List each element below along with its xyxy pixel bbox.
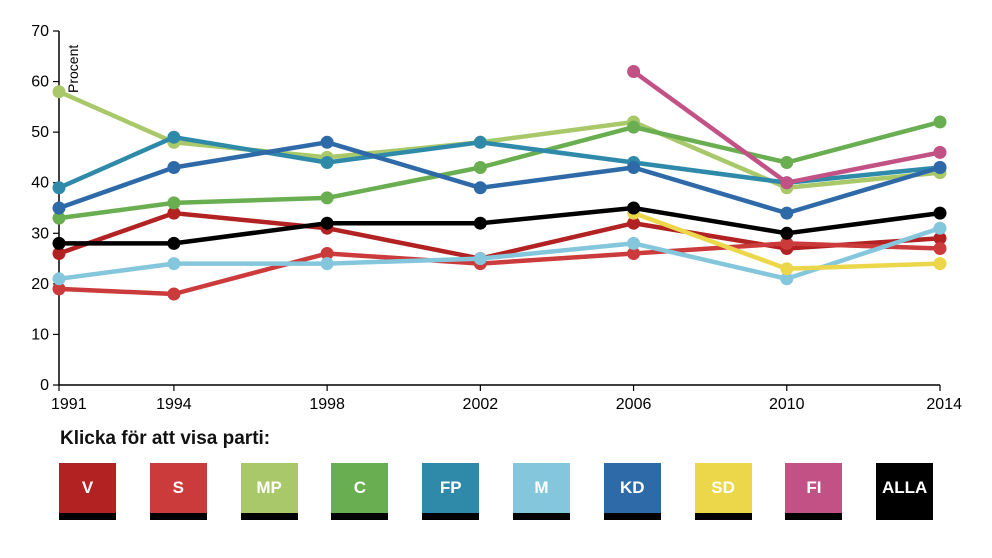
data-point-fp: [320, 156, 334, 169]
party-button-c[interactable]: C: [331, 463, 389, 520]
data-point-m: [52, 272, 66, 286]
data-point-m: [780, 272, 794, 286]
party-button-m[interactable]: M: [513, 463, 570, 520]
data-point-m: [627, 236, 641, 250]
data-point-fp: [52, 181, 66, 195]
data-point-c: [52, 211, 66, 225]
x-tick-label: 1991: [51, 396, 87, 413]
data-point-fi: [933, 145, 947, 159]
data-point-v: [933, 231, 947, 245]
data-point-kd: [473, 181, 487, 195]
y-tick-label: 70: [31, 23, 49, 40]
y-tick-label: 0: [40, 377, 49, 394]
party-button-label: S: [172, 478, 184, 497]
party-button-label: FP: [439, 478, 462, 497]
party-button-alla[interactable]: ALLA: [876, 463, 934, 520]
party-button-v[interactable]: V: [59, 463, 116, 520]
party-button-label: SD: [711, 478, 735, 497]
x-tick-label: 1994: [156, 396, 192, 413]
party-button-mp[interactable]: MP: [240, 463, 298, 520]
data-point-kd: [933, 161, 947, 174]
data-point-v: [167, 206, 181, 220]
party-button-label: FI: [806, 478, 822, 497]
legend-prompt: Klicka för att visa parti:: [60, 428, 271, 449]
data-point-v: [52, 247, 66, 260]
data-point-s: [167, 287, 181, 301]
data-point-alla: [320, 216, 334, 230]
data-point-s: [627, 247, 641, 260]
data-point-c: [933, 115, 947, 129]
party-button-label: ALLA: [882, 478, 928, 497]
x-tick-label: 2010: [769, 396, 805, 413]
data-point-kd: [320, 135, 334, 149]
data-point-c: [780, 156, 794, 169]
series-fi: [627, 65, 947, 190]
party-button-label: MP: [256, 478, 282, 497]
data-point-c: [627, 120, 641, 134]
data-point-c: [167, 196, 181, 210]
data-point-fp: [473, 135, 487, 149]
series-alla: [52, 201, 947, 250]
party-button-sd[interactable]: SD: [694, 463, 752, 520]
data-point-kd: [167, 161, 181, 174]
data-point-sd: [780, 262, 794, 276]
series-line-c: [56, 119, 943, 221]
x-tick-label: 2002: [463, 396, 499, 413]
chart-axes: 0 10 20 30 40 50 60 70 1991 1994 1998 2002 2006 2010 2…: [31, 23, 962, 413]
y-tick-label: 60: [31, 74, 49, 91]
data-point-s: [933, 242, 947, 255]
data-point-m: [320, 257, 334, 271]
data-point-m: [933, 221, 947, 235]
data-point-kd: [627, 161, 641, 174]
data-point-v: [627, 216, 641, 230]
party-button-label: KD: [620, 478, 645, 497]
party-button-s[interactable]: S: [149, 463, 207, 520]
data-point-fi: [780, 176, 794, 190]
data-point-mp: [52, 85, 66, 99]
x-tick-label: 2006: [616, 396, 652, 413]
data-point-alla: [52, 236, 66, 250]
data-point-s: [780, 236, 794, 250]
party-button-label: V: [81, 478, 94, 497]
data-point-alla: [627, 201, 641, 215]
y-tick-label: 50: [31, 124, 49, 141]
data-point-c: [473, 161, 487, 174]
y-tick-label: 30: [31, 225, 49, 242]
data-point-c: [320, 191, 334, 205]
x-tick-label: 2014: [926, 396, 962, 413]
data-point-fi: [627, 65, 641, 78]
data-point-m: [167, 257, 181, 271]
chart-series: [52, 65, 947, 301]
data-point-s: [52, 282, 66, 296]
data-point-alla: [933, 206, 947, 220]
series-c: [52, 115, 947, 225]
party-button-fp[interactable]: FP: [422, 463, 480, 520]
y-tick-label: 10: [31, 326, 49, 343]
data-point-sd: [933, 257, 947, 271]
y-axis-label: Procent: [65, 45, 81, 93]
party-button-fi[interactable]: FI: [785, 463, 843, 520]
party-button-label: M: [534, 478, 549, 497]
x-tick-label: 1998: [309, 396, 345, 413]
data-point-kd: [52, 201, 66, 215]
data-point-kd: [780, 206, 794, 220]
series-m: [52, 221, 947, 286]
party-button-kd[interactable]: KD: [603, 463, 661, 520]
line-chart: 0 10 20 30 40 50 60 70 1991 1994 1998 2002 2006 2010 2…: [31, 23, 962, 413]
data-point-alla: [167, 236, 181, 250]
data-point-m: [473, 252, 487, 266]
data-point-s: [320, 247, 334, 260]
data-point-fp: [167, 130, 181, 144]
data-point-alla: [780, 226, 794, 240]
series-kd: [52, 135, 947, 220]
data-point-alla: [473, 216, 487, 230]
y-tick-label: 40: [31, 175, 49, 192]
y-tick-label: 20: [31, 276, 49, 293]
party-button-label: C: [353, 478, 367, 497]
